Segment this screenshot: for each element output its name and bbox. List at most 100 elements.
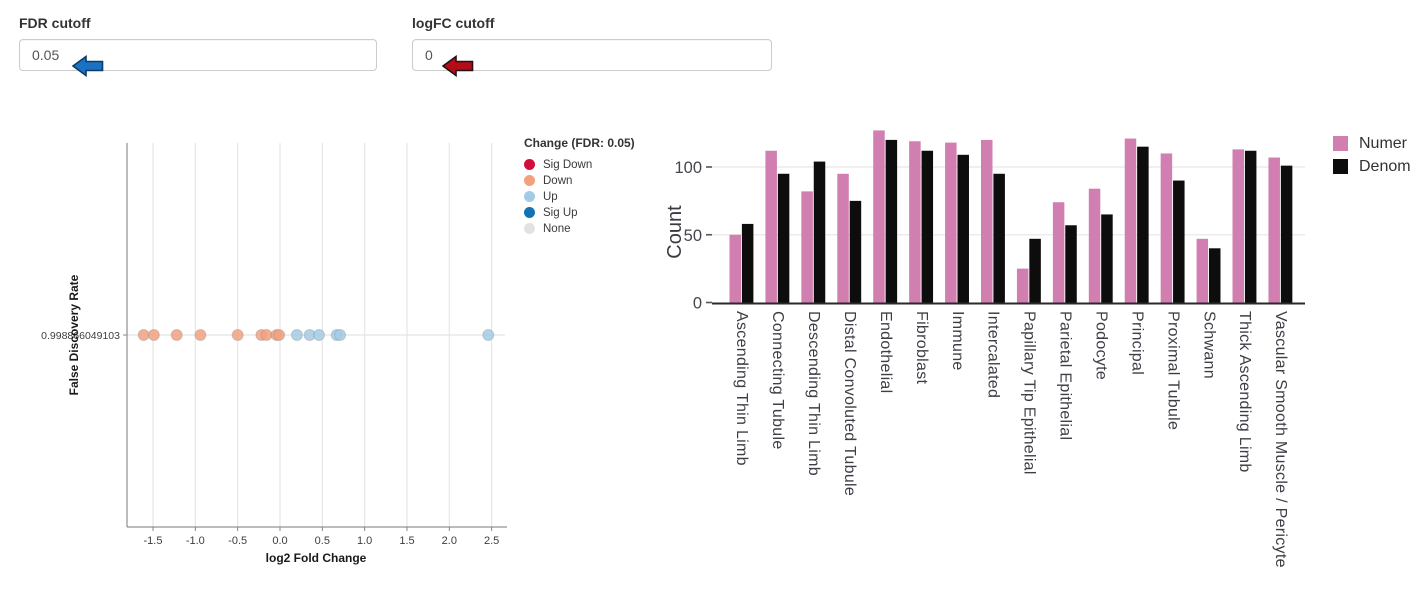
denom-bar [1137,146,1149,303]
bar-category-label: Schwann [1200,311,1217,379]
scatter-legend-item: None [524,221,674,236]
scatter-point-down [170,329,183,341]
fdr-cutoff-label: FDR cutoff [19,15,91,31]
denom-bar [1029,238,1041,303]
legend-swatch-icon [1333,159,1348,174]
bar-category-label: Fibroblast [913,311,930,385]
bar-legend: Numer Denom [1333,132,1411,178]
bar-category-label: Podocyte [1093,311,1110,380]
numer-bar [1232,149,1245,303]
x-tick-label: 1.5 [399,535,414,547]
bar-category-label: Endothelial [877,311,894,393]
fdr-cutoff-input[interactable] [19,39,377,71]
denom-bar [1244,150,1257,303]
denom-bar [993,173,1005,303]
bar-category-label: Connecting Tubule [769,311,786,450]
denom-bar [813,161,826,303]
denom-bar [921,150,934,303]
scatter-point-up [290,329,303,341]
bar-category-label: Thick Ascending Limb [1236,311,1253,473]
bar-category-label: Distal Convoluted Tubule [841,311,858,496]
legend-item-label: Down [543,174,573,187]
bar-legend-label: Numer [1359,134,1408,152]
x-tick-label: 1.0 [357,535,372,547]
bar-category-label: Intercalated [985,311,1002,398]
scatter-point-up [312,329,325,341]
legend-item-label: Sig Up [543,206,578,219]
scatter-legend: Change (FDR: 0.05) Sig Down Down Up Sig Up N… [524,136,674,237]
scatter-legend-title: Change (FDR: 0.05) [524,136,635,150]
denom-bar [1101,214,1113,303]
bar-legend-item: Denom [1333,155,1411,178]
numer-bar [945,142,957,303]
numer-bar [1196,238,1209,303]
legend-dot-icon [524,207,535,218]
logfc-cutoff-group: logFC cutoff [412,15,772,71]
scatter-point-down [260,329,273,341]
scatter-point-down [273,329,286,341]
numer-bar [873,130,885,303]
numer-bar [909,141,921,303]
bar-legend-label: Denom [1359,157,1411,175]
numer-bar [801,191,813,303]
bar-category-label: Papillary Tip Epithelial [1021,311,1038,475]
scatter-point-down [194,329,207,341]
celltype-bar-chart: 0 50 100 Count Ascending Thin Limb Connecting… [664,130,1305,568]
x-tick-label: 0.0 [272,535,287,547]
scatter-legend-item: Sig Down [524,157,674,172]
legend-dot-icon [524,175,535,186]
denom-bar [957,154,969,303]
scatter-legend-item: Up [524,189,674,204]
numer-bar [1160,153,1173,303]
bar-category-label: Proximal Tubule [1164,311,1181,430]
legend-dot-icon [524,191,535,202]
bar-category-label: Vascular Smooth Muscle / Pericyte [1272,311,1289,568]
numer-bar [837,173,849,303]
denom-bar [1065,225,1077,303]
x-tick-label: 2.5 [484,535,499,547]
x-tick-label: -1.0 [186,535,205,547]
scatter-legend-item: Down [524,173,674,188]
scatter-point-down [147,329,160,341]
x-tick-label: 2.0 [442,535,457,547]
bar-y-tick-label: 50 [684,227,702,245]
numer-bar [1268,157,1280,303]
logfc-cutoff-input[interactable] [412,39,772,71]
numer-bar [981,139,993,303]
numer-bar [765,150,777,303]
numer-bar [729,234,741,303]
legend-item-label: None [543,222,571,235]
y-tick-label: 0.998866049103 [41,330,120,342]
bar-category-label: Immune [949,311,966,371]
legend-item-label: Sig Down [543,158,593,171]
x-axis-title: log2 Fold Change [266,551,367,565]
bar-category-label: Descending Thin Limb [805,311,822,476]
x-tick-label: -0.5 [228,535,247,547]
scatter-point-up [482,329,495,341]
bar-legend-item: Numer [1333,132,1411,155]
denom-bar [1173,180,1185,303]
denom-bar [777,173,790,303]
bar-y-tick-label: 0 [693,295,702,313]
scatter-point-down [137,329,150,341]
numer-bar [1088,188,1101,303]
bar-y-axis-title: Count [664,205,686,259]
denom-bar [849,200,862,303]
numer-bar [1052,202,1065,303]
bar-category-label: Principal [1128,311,1145,375]
legend-swatch-icon [1333,136,1348,151]
bar-y-tick-label: 100 [674,159,702,177]
legend-dot-icon [524,159,535,170]
fdr-cutoff-group: FDR cutoff [19,15,377,71]
logfc-cutoff-label: logFC cutoff [412,15,495,31]
legend-dot-icon [524,223,535,234]
volcano-scatter-plot: -1.5 -1.0 -0.5 0.0 0.5 1.0 1.5 2.0 2.5 0.99886604… [41,143,507,565]
denom-bar [1208,248,1221,303]
y-axis-title: False Discovery Rate [67,274,81,395]
numer-bar [1016,268,1029,303]
denom-bar [885,139,898,303]
x-tick-label: -1.5 [144,535,163,547]
scatter-point-up [334,329,347,341]
scatter-legend-item: Sig Up [524,205,674,220]
